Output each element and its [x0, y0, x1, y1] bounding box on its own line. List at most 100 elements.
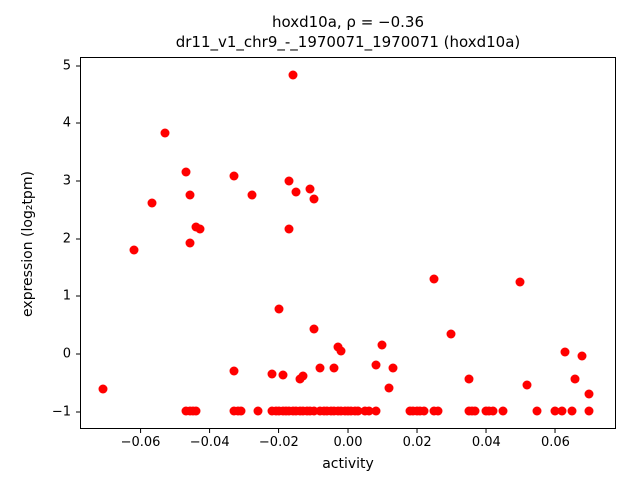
scatter-point — [470, 406, 480, 416]
x-tick-mark — [209, 429, 211, 433]
scatter-point — [388, 363, 398, 373]
scatter-point — [181, 167, 191, 177]
scatter-point — [315, 363, 325, 373]
scatter-point — [522, 380, 532, 390]
y-tick-label: 3 — [62, 173, 71, 189]
y-tick-label: 1 — [62, 288, 71, 304]
scatter-point — [371, 360, 381, 370]
x-tick: −0.04 — [190, 429, 230, 450]
y-tick-label: 2 — [62, 231, 71, 247]
y-tick: −1 — [52, 404, 80, 419]
scatter-point — [464, 374, 474, 384]
x-tick-label: −0.04 — [189, 435, 230, 450]
scatter-point — [446, 329, 456, 339]
x-tick-mark — [278, 429, 280, 433]
y-axis-ticks: −1 0 1 2 3 4 5 — [0, 57, 80, 429]
y-tick-mark — [76, 411, 80, 413]
x-tick: 0.00 — [333, 429, 363, 450]
scatter-point — [384, 383, 394, 393]
scatter-point — [191, 406, 201, 416]
y-tick-mark — [76, 65, 80, 67]
y-tick-mark — [76, 238, 80, 240]
scatter-point — [147, 198, 157, 208]
x-tick: 0.02 — [403, 429, 432, 450]
y-tick-label: 5 — [62, 58, 71, 74]
scatter-point — [309, 406, 319, 416]
scatter-point — [584, 389, 594, 399]
scatter-point — [298, 371, 308, 381]
plot-area — [80, 57, 616, 429]
y-tick: 4 — [63, 116, 80, 131]
scatter-point — [336, 346, 346, 356]
y-tick-mark — [76, 295, 80, 297]
x-tick-label: 0.00 — [333, 435, 363, 450]
scatter-point — [195, 224, 205, 234]
scatter-point — [229, 171, 239, 181]
scatter-point — [288, 70, 298, 80]
x-tick-mark — [416, 429, 418, 433]
y-tick-label: 0 — [62, 346, 71, 362]
y-tick: 3 — [63, 174, 80, 189]
y-tick: 5 — [63, 58, 80, 73]
y-tick-label: −1 — [51, 404, 71, 420]
y-tick-label: 4 — [62, 115, 71, 131]
scatter-point — [419, 406, 429, 416]
x-tick-label: 0.04 — [471, 435, 501, 450]
x-axis-label: activity — [322, 456, 374, 472]
scatter-point — [584, 406, 594, 416]
x-tick: 0.06 — [541, 429, 570, 450]
x-tick-label: −0.06 — [120, 435, 161, 450]
x-tick-label: 0.02 — [402, 435, 432, 450]
scatter-point — [284, 224, 294, 234]
scatter-point — [236, 406, 246, 416]
scatter-point — [515, 277, 525, 287]
y-tick: 2 — [63, 231, 80, 246]
scatter-point — [371, 406, 381, 416]
scatter-point — [305, 184, 315, 194]
scatter-point — [247, 190, 257, 200]
scatter-point — [284, 176, 294, 186]
scatter-point — [274, 304, 284, 314]
scatter-point — [433, 406, 443, 416]
x-tick-mark — [554, 429, 556, 433]
x-axis-ticks: −0.06 −0.04 −0.02 0.00 0.02 0.04 0.06 — [80, 429, 616, 453]
x-tick-label: −0.02 — [258, 435, 299, 450]
scatter-point — [329, 363, 339, 373]
scatter-point — [560, 347, 570, 357]
scatter-point — [129, 245, 139, 255]
scatter-point — [550, 406, 560, 416]
scatter-point — [488, 406, 498, 416]
scatter-point — [229, 366, 239, 376]
y-tick: 0 — [63, 347, 80, 362]
x-tick-mark — [347, 429, 349, 433]
scatter-point — [532, 406, 542, 416]
x-tick: −0.06 — [120, 429, 161, 450]
scatter-point — [253, 406, 263, 416]
scatter-point — [98, 384, 108, 394]
scatter-point — [377, 340, 387, 350]
scatter-point — [577, 351, 587, 361]
x-tick-mark — [485, 429, 487, 433]
scatter-point — [364, 406, 374, 416]
x-tick-label: 0.06 — [540, 435, 570, 450]
scatter-point — [429, 274, 439, 284]
y-tick-mark — [76, 353, 80, 355]
scatter-point — [498, 406, 508, 416]
x-tick: 0.04 — [472, 429, 501, 450]
scatter-point — [160, 128, 170, 138]
scatter-point — [291, 187, 301, 197]
scatter-point — [185, 190, 195, 200]
x-tick-mark — [140, 429, 142, 433]
scatter-point — [309, 194, 319, 204]
chart-title: hoxd10a, ρ = −0.36 — [271, 13, 425, 31]
scatter-point — [570, 374, 580, 384]
chart-subtitle: dr11_v1_chr9_-_1970071_1970071 (hoxd10a) — [175, 33, 521, 51]
scatter-point — [278, 370, 288, 380]
chart-title-block: hoxd10a, ρ = −0.36 dr11_v1_chr9_-_197007… — [80, 12, 616, 52]
scatter-point — [309, 324, 319, 334]
scatter-point — [557, 406, 567, 416]
y-tick-mark — [76, 122, 80, 124]
scatter-point — [267, 369, 277, 378]
scatter-point — [185, 238, 195, 248]
